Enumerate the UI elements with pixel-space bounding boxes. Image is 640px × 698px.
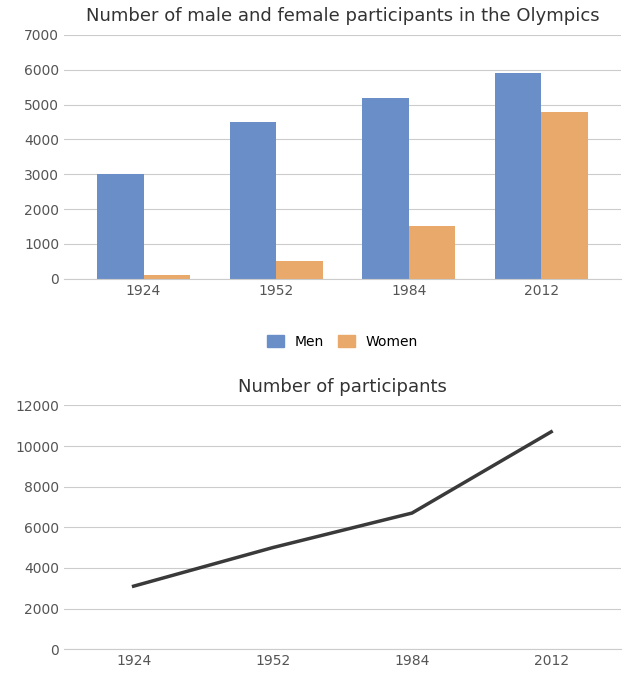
Bar	[362, 98, 409, 279]
Title: Number of participants: Number of participants	[238, 378, 447, 396]
Bar	[230, 122, 276, 279]
Bar	[541, 112, 588, 279]
Legend: Men, Women: Men, Women	[261, 329, 424, 355]
Title: Number of male and female participants in the Olympics: Number of male and female participants i…	[86, 7, 599, 25]
Bar	[97, 174, 143, 279]
Bar	[276, 261, 323, 279]
Bar	[495, 73, 541, 279]
Bar	[143, 275, 190, 279]
Bar	[409, 226, 455, 279]
